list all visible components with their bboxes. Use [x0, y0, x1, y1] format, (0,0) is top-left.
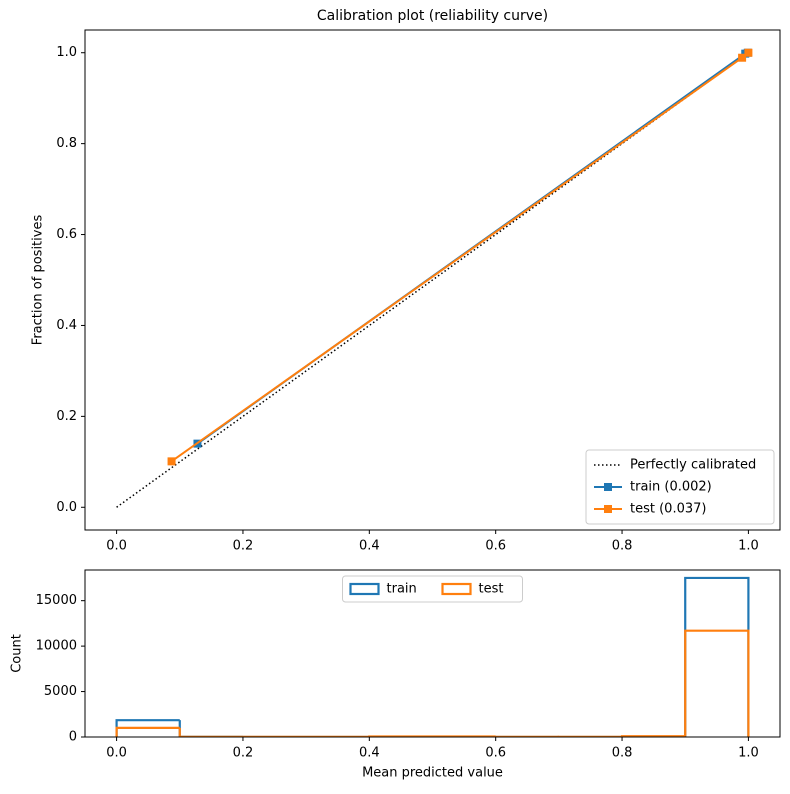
- y-tick-label: 0.2: [56, 409, 77, 424]
- legend-label: train (0.002): [630, 480, 712, 495]
- y-tick-label: 10000: [36, 639, 77, 654]
- y-axis-label: Count: [10, 634, 25, 673]
- chart-title: Calibration plot (reliability curve): [317, 8, 548, 24]
- x-axis-label: Mean predicted value: [362, 766, 503, 781]
- legend-marker: [604, 483, 612, 491]
- y-tick-label: 0: [69, 730, 77, 745]
- y-tick-label: 0.6: [56, 227, 77, 242]
- marker: [744, 49, 752, 57]
- y-tick-label: 5000: [44, 684, 77, 699]
- x-tick-label: 0.8: [612, 746, 633, 761]
- x-tick-label: 0.8: [612, 539, 633, 554]
- series-line: [172, 53, 749, 462]
- y-tick-label: 0.0: [56, 500, 77, 515]
- marker: [168, 457, 176, 465]
- y-tick-label: 1.0: [56, 45, 77, 60]
- hist-step: [180, 720, 243, 737]
- legend-label: train: [387, 582, 417, 597]
- legend-marker: [604, 505, 612, 513]
- x-tick-label: 0.6: [485, 746, 506, 761]
- plot-area: [117, 49, 753, 508]
- x-tick-label: 0.6: [485, 539, 506, 554]
- y-axis-label: Fraction of positives: [31, 215, 46, 346]
- hist-step: [685, 578, 748, 737]
- y-tick-label: 0.4: [56, 318, 77, 333]
- legend-label: Perfectly calibrated: [630, 458, 756, 473]
- x-tick-label: 0.0: [106, 746, 127, 761]
- y-tick-label: 15000: [36, 593, 77, 608]
- x-tick-label: 0.4: [359, 539, 380, 554]
- y-tick-label: 0.8: [56, 136, 77, 151]
- x-tick-label: 1.0: [738, 746, 759, 761]
- hist-step: [117, 728, 180, 737]
- x-tick-label: 0.4: [359, 746, 380, 761]
- x-tick-label: 1.0: [738, 539, 759, 554]
- hist-step: [180, 728, 243, 737]
- x-tick-label: 0.2: [233, 539, 254, 554]
- legend-label: test (0.037): [630, 502, 706, 517]
- legend-label: test: [479, 582, 504, 597]
- hist-step: [685, 631, 748, 737]
- x-tick-label: 0.2: [233, 746, 254, 761]
- x-tick-label: 0.0: [106, 539, 127, 554]
